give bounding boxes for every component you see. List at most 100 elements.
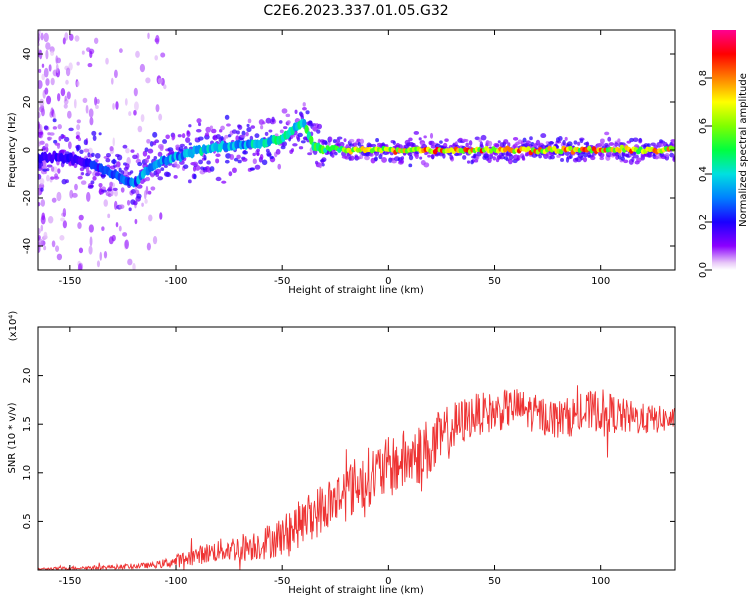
spectral-speckle — [444, 138, 449, 142]
colorbar: 0.0 0.2 0.4 0.6 0.8 Normalized spectral ampl… — [698, 30, 749, 278]
spectral-speckle — [136, 184, 143, 189]
spectral-speckle — [617, 138, 621, 143]
spectrogram-frame — [37, 29, 676, 271]
spectral-speckle — [348, 138, 355, 143]
spectral-speckle — [296, 136, 301, 142]
spectral-speckle — [153, 156, 158, 160]
spectral-speckle — [487, 140, 493, 147]
spectral-speckle — [46, 168, 50, 172]
spectral-speckle — [126, 157, 131, 166]
x-tick-label: -150 — [58, 276, 81, 287]
spectral-speckle — [209, 166, 215, 172]
spectral-speckle — [569, 154, 573, 159]
spectral-speckle — [150, 186, 156, 191]
spectral-speckle — [233, 157, 239, 162]
figure-title: C2E6.2023.337.01.05.G32 — [263, 3, 448, 19]
spectral-speckle — [237, 124, 241, 128]
spectral-speckle — [46, 164, 53, 168]
spectral-speckle — [247, 118, 252, 124]
spectral-speckle — [186, 130, 190, 135]
spectral-speckle — [516, 157, 520, 162]
spectral-speckle — [250, 125, 256, 129]
spectral-speckle — [256, 152, 260, 156]
spectral-speckle — [74, 35, 80, 42]
spectral-speckle — [115, 101, 119, 110]
colorbar-tick-label: 0.6 — [698, 118, 709, 134]
spectral-speckle — [577, 141, 581, 146]
spectral-speckle — [76, 119, 81, 124]
spectral-speckle — [43, 245, 47, 251]
spectral-speckle — [44, 143, 49, 148]
spectral-speckle — [100, 174, 107, 178]
y-tick-label: 0 — [22, 147, 33, 153]
spectral-speckle — [283, 126, 288, 130]
spectral-speckle — [144, 157, 149, 164]
spectral-speckle — [582, 152, 589, 158]
spectral-speckle — [38, 238, 43, 246]
spectral-speckle — [538, 154, 542, 159]
spectral-speckle — [522, 137, 527, 143]
spectral-speckle — [408, 154, 414, 161]
spectral-speckle — [298, 146, 304, 150]
spectral-speckle — [181, 133, 186, 139]
spectral-speckle — [77, 263, 83, 270]
spectral-speckle — [228, 171, 233, 177]
spectral-speckle — [45, 78, 50, 86]
spectrogram-y-label: Frequency (Hz) — [7, 112, 18, 188]
spectral-ridge-cell — [309, 135, 314, 145]
spectral-speckle — [400, 156, 405, 161]
spectral-speckle — [43, 125, 49, 130]
spectral-speckle — [87, 170, 92, 175]
spectral-speckle — [672, 140, 675, 145]
spectral-speckle — [194, 165, 201, 171]
spectral-speckle — [215, 158, 220, 164]
spectral-speckle — [236, 154, 241, 159]
spectral-speckle — [51, 197, 57, 203]
spectral-speckle — [159, 212, 163, 220]
spectral-speckle — [38, 68, 42, 73]
spectral-speckle — [305, 110, 310, 115]
spectral-speckle — [188, 142, 192, 146]
spectral-speckle — [359, 138, 365, 145]
spectral-speckle — [580, 155, 584, 161]
spectral-speckle — [195, 128, 202, 133]
spectral-speckle — [256, 148, 260, 153]
spectral-speckle — [50, 176, 55, 180]
spectral-speckle — [631, 156, 635, 163]
spectral-speckle — [576, 156, 582, 163]
spectral-ridge-cell — [304, 124, 309, 134]
spectral-speckle — [229, 154, 235, 160]
spectral-speckle — [423, 162, 430, 168]
spectral-speckle — [327, 141, 331, 146]
spectral-speckle — [268, 129, 273, 133]
spectral-speckle — [116, 154, 123, 161]
x-tick-label: -100 — [165, 576, 188, 587]
colorbar-axes: 0.0 0.2 0.4 0.6 0.8 — [698, 70, 712, 278]
spectral-speckle — [239, 134, 246, 138]
x-tick-label: -50 — [274, 276, 290, 287]
spectral-speckle — [50, 50, 55, 56]
spectral-speckle — [49, 132, 55, 136]
spectral-speckle — [198, 159, 203, 165]
spectral-speckle — [125, 147, 130, 154]
spectral-speckle — [122, 232, 128, 237]
spectral-speckle — [50, 166, 55, 172]
spectral-speckle — [118, 225, 122, 232]
spectral-speckle — [157, 143, 164, 150]
spectral-speckle — [277, 163, 282, 170]
spectral-speckle — [96, 98, 100, 105]
spectral-speckle — [155, 104, 160, 113]
spectral-speckle — [38, 173, 42, 180]
spectral-ridge-cell — [526, 146, 531, 152]
spectral-speckle — [414, 153, 419, 160]
spectral-speckle — [120, 170, 125, 175]
spectral-speckle — [525, 140, 531, 145]
spectral-speckle — [109, 181, 113, 188]
spectral-speckle — [146, 242, 151, 251]
spectral-speckle — [91, 152, 95, 157]
spectral-speckle — [271, 116, 275, 123]
snr-marks — [38, 385, 675, 570]
spectral-speckle — [130, 188, 136, 195]
spectral-speckle — [39, 131, 44, 135]
spectral-speckle — [579, 138, 584, 144]
